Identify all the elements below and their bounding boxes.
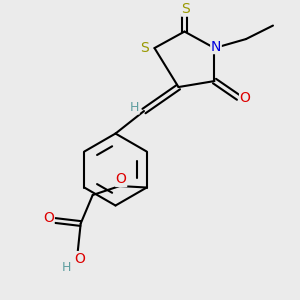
Text: S: S — [140, 41, 148, 55]
Text: S: S — [182, 2, 190, 16]
Text: H: H — [130, 101, 139, 114]
Text: O: O — [74, 252, 85, 266]
Text: N: N — [211, 40, 221, 54]
Text: O: O — [43, 211, 54, 224]
Text: H: H — [61, 260, 71, 274]
Text: O: O — [116, 172, 127, 186]
Text: O: O — [240, 91, 250, 104]
